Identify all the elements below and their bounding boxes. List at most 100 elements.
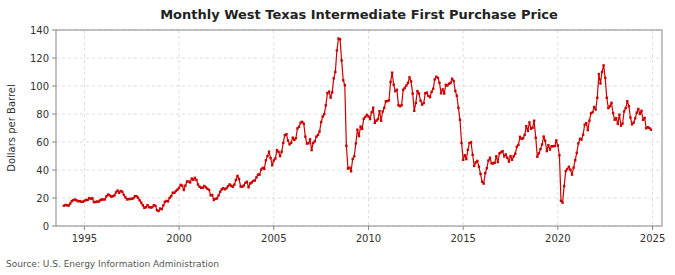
point [533, 120, 535, 122]
point [555, 139, 557, 141]
point [370, 111, 372, 113]
point [601, 71, 603, 73]
grid-line-y [56, 86, 662, 87]
point [353, 155, 355, 157]
point [304, 135, 306, 137]
point [208, 189, 210, 191]
point [423, 102, 425, 104]
price-line [64, 39, 651, 211]
point [509, 155, 511, 157]
point [123, 194, 125, 196]
point [145, 206, 147, 208]
point [266, 155, 268, 157]
point [184, 184, 186, 186]
point [255, 176, 257, 178]
point [434, 78, 436, 80]
point [486, 167, 488, 169]
point [309, 138, 311, 140]
point [413, 110, 415, 112]
point [604, 77, 606, 79]
point [235, 179, 237, 181]
point [566, 168, 568, 170]
point [113, 194, 115, 196]
point [440, 92, 442, 94]
x-tick-label: 2025 [640, 233, 665, 244]
point [345, 145, 347, 147]
point [536, 156, 538, 158]
point [528, 121, 530, 123]
point [517, 144, 519, 146]
point [478, 165, 480, 167]
point [459, 119, 461, 121]
point [271, 164, 273, 166]
point [636, 111, 638, 113]
point [137, 197, 139, 199]
point [487, 159, 489, 161]
point [265, 159, 267, 161]
point [637, 108, 639, 110]
point [69, 202, 71, 204]
point [430, 91, 432, 93]
x-tick-label: 2005 [261, 233, 286, 244]
point [470, 141, 472, 143]
point [116, 189, 118, 191]
point [124, 196, 126, 198]
y-tick [52, 170, 56, 171]
grid [56, 30, 662, 226]
grid-line-y [56, 142, 662, 143]
point [254, 179, 256, 181]
point [298, 126, 300, 128]
point [525, 125, 527, 127]
y-tick [52, 142, 56, 143]
point [389, 81, 391, 83]
point [356, 128, 358, 130]
point [511, 159, 513, 161]
point [593, 106, 595, 108]
point [342, 79, 344, 81]
point [643, 117, 645, 119]
y-tick [52, 30, 56, 31]
point [441, 88, 443, 90]
point [632, 121, 634, 123]
point [419, 100, 421, 102]
point [344, 84, 346, 86]
point [514, 153, 516, 155]
point [479, 173, 481, 175]
grid-line-y [56, 58, 662, 59]
point [290, 142, 292, 144]
point [452, 80, 454, 82]
point [364, 116, 366, 118]
point [216, 197, 218, 199]
point [91, 197, 93, 199]
point [151, 206, 153, 208]
point [527, 130, 529, 132]
point [618, 114, 620, 116]
x-tick-label: 2010 [356, 233, 381, 244]
point [432, 88, 434, 90]
point [553, 145, 555, 147]
point [415, 102, 417, 104]
point [219, 191, 221, 193]
point [279, 155, 281, 157]
point [497, 161, 499, 163]
point [314, 140, 316, 142]
point [328, 90, 330, 92]
point [233, 184, 235, 186]
point [561, 201, 563, 203]
point [464, 154, 466, 156]
point [610, 102, 612, 104]
point [225, 187, 227, 189]
point [161, 208, 163, 210]
point [531, 127, 533, 129]
point [277, 151, 279, 153]
y-tick [52, 226, 56, 227]
point [577, 142, 579, 144]
point [351, 158, 353, 160]
y-tick-label: 100 [30, 81, 49, 92]
point [243, 184, 245, 186]
point [407, 82, 409, 84]
point [258, 173, 260, 175]
point [539, 148, 541, 150]
point [367, 115, 369, 117]
point [473, 165, 475, 167]
